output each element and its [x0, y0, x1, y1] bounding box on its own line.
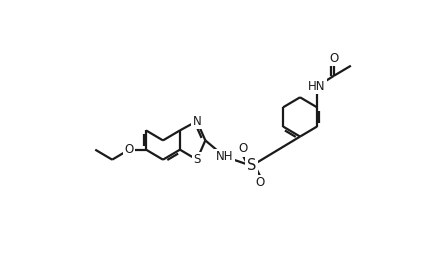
Text: S: S — [193, 153, 201, 166]
Text: O: O — [255, 176, 265, 189]
Text: O: O — [329, 52, 339, 64]
Text: NH: NH — [216, 150, 233, 163]
Text: N: N — [193, 115, 201, 128]
Text: O: O — [239, 142, 248, 155]
Text: O: O — [125, 143, 134, 156]
Text: S: S — [247, 158, 256, 173]
Text: HN: HN — [308, 80, 326, 93]
